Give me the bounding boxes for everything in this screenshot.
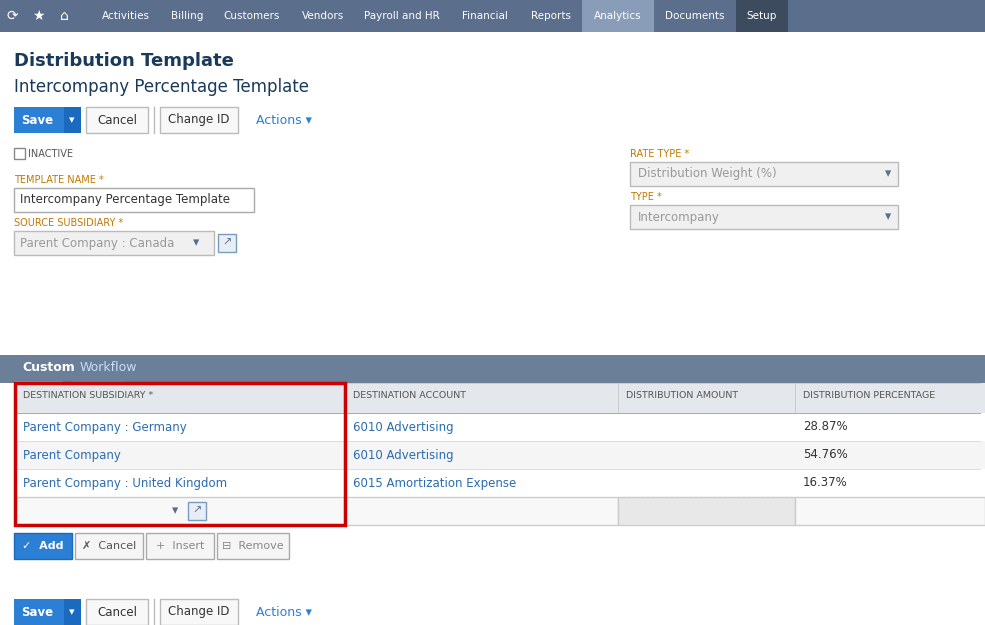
Text: Distribution Template: Distribution Template	[14, 52, 233, 70]
Text: ▾: ▾	[69, 115, 75, 125]
Text: Customers: Customers	[224, 11, 280, 21]
Text: +  Insert: + Insert	[156, 541, 204, 551]
Text: Activities: Activities	[102, 11, 150, 21]
Text: Change ID: Change ID	[168, 606, 230, 619]
Text: Reports: Reports	[531, 11, 571, 21]
Bar	[218, 234, 236, 252]
Bar	[345, 497, 618, 525]
Text: DESTINATION SUBSIDIARY *: DESTINATION SUBSIDIARY *	[23, 391, 154, 400]
Text: Cancel: Cancel	[97, 114, 137, 126]
Text: Change ID: Change ID	[168, 114, 230, 126]
Text: ▾: ▾	[885, 211, 891, 224]
Text: Analytics: Analytics	[594, 11, 642, 21]
Text: DESTINATION ACCOUNT: DESTINATION ACCOUNT	[353, 391, 466, 400]
Text: Distribution Weight (%): Distribution Weight (%)	[638, 168, 776, 181]
Bar	[188, 502, 206, 520]
Bar	[75, 533, 143, 559]
Bar	[15, 383, 345, 525]
Bar	[15, 497, 985, 525]
Bar	[630, 162, 898, 186]
Bar	[736, 0, 788, 32]
Bar	[64, 107, 81, 133]
Bar	[630, 205, 898, 229]
Text: ✓  Add: ✓ Add	[23, 541, 64, 551]
Bar	[795, 497, 985, 525]
Text: Intercompany Percentage Template: Intercompany Percentage Template	[20, 194, 230, 206]
Text: ⌂: ⌂	[60, 9, 68, 23]
Text: Workflow: Workflow	[80, 361, 138, 374]
Bar	[15, 441, 985, 469]
Bar	[15, 497, 345, 525]
Bar	[86, 599, 148, 625]
Bar	[14, 107, 64, 133]
Bar	[14, 533, 72, 559]
Text: Parent Company : Germany: Parent Company : Germany	[23, 421, 187, 434]
Text: ✗  Cancel: ✗ Cancel	[82, 541, 136, 551]
Text: Setup: Setup	[747, 11, 777, 21]
Bar	[15, 383, 985, 413]
Text: ▾: ▾	[171, 504, 178, 518]
Text: ⊟  Remove: ⊟ Remove	[223, 541, 284, 551]
Bar	[0, 355, 985, 383]
Text: Payroll and HR: Payroll and HR	[364, 11, 440, 21]
Text: Parent Company: Parent Company	[23, 449, 121, 461]
Bar	[160, 599, 238, 625]
Bar	[64, 599, 81, 625]
Text: Custom: Custom	[22, 361, 75, 374]
Text: Save: Save	[21, 114, 53, 126]
Text: SOURCE SUBSIDIARY *: SOURCE SUBSIDIARY *	[14, 218, 123, 228]
Text: Parent Company : Canada: Parent Company : Canada	[20, 236, 174, 249]
Text: Documents: Documents	[665, 11, 725, 21]
Text: INACTIVE: INACTIVE	[28, 149, 73, 159]
Text: 28.87%: 28.87%	[803, 421, 848, 434]
Text: Intercompany Percentage Template: Intercompany Percentage Template	[14, 78, 309, 96]
Text: Intercompany: Intercompany	[638, 211, 720, 224]
Text: TYPE *: TYPE *	[630, 192, 662, 202]
Text: Billing: Billing	[170, 11, 203, 21]
Bar	[14, 188, 254, 212]
Bar	[0, 0, 985, 32]
Text: 6010 Advertising: 6010 Advertising	[353, 449, 454, 461]
Text: ★: ★	[32, 9, 44, 23]
Text: 6010 Advertising: 6010 Advertising	[353, 421, 454, 434]
Bar	[14, 599, 64, 625]
Text: Actions ▾: Actions ▾	[256, 114, 312, 126]
Text: Actions ▾: Actions ▾	[256, 606, 312, 619]
Text: 54.76%: 54.76%	[803, 449, 848, 461]
Text: DISTRIBUTION PERCENTAGE: DISTRIBUTION PERCENTAGE	[803, 391, 935, 400]
Text: RATE TYPE *: RATE TYPE *	[630, 149, 689, 159]
Text: 6015 Amortization Expense: 6015 Amortization Expense	[353, 476, 516, 489]
Text: DISTRIBUTION AMOUNT: DISTRIBUTION AMOUNT	[626, 391, 738, 400]
Text: Save: Save	[21, 606, 53, 619]
Text: Cancel: Cancel	[97, 606, 137, 619]
Text: ⟳: ⟳	[6, 9, 18, 23]
Bar	[146, 533, 214, 559]
Bar	[86, 107, 148, 133]
Bar	[217, 533, 289, 559]
Bar	[582, 0, 654, 32]
Text: ▾: ▾	[885, 168, 891, 181]
Text: ▾: ▾	[69, 607, 75, 617]
Bar	[14, 148, 25, 159]
Bar	[15, 413, 985, 441]
Text: ↗: ↗	[223, 238, 231, 248]
Text: 16.37%: 16.37%	[803, 476, 848, 489]
Bar	[15, 469, 985, 497]
Bar	[14, 231, 214, 255]
Text: Financial: Financial	[462, 11, 508, 21]
Text: TEMPLATE NAME *: TEMPLATE NAME *	[14, 175, 103, 185]
Text: ▾: ▾	[193, 236, 199, 249]
Text: ↗: ↗	[192, 506, 202, 516]
Bar	[618, 497, 795, 525]
Bar	[160, 107, 238, 133]
Text: Parent Company : United Kingdom: Parent Company : United Kingdom	[23, 476, 228, 489]
Text: Vendors: Vendors	[301, 11, 344, 21]
